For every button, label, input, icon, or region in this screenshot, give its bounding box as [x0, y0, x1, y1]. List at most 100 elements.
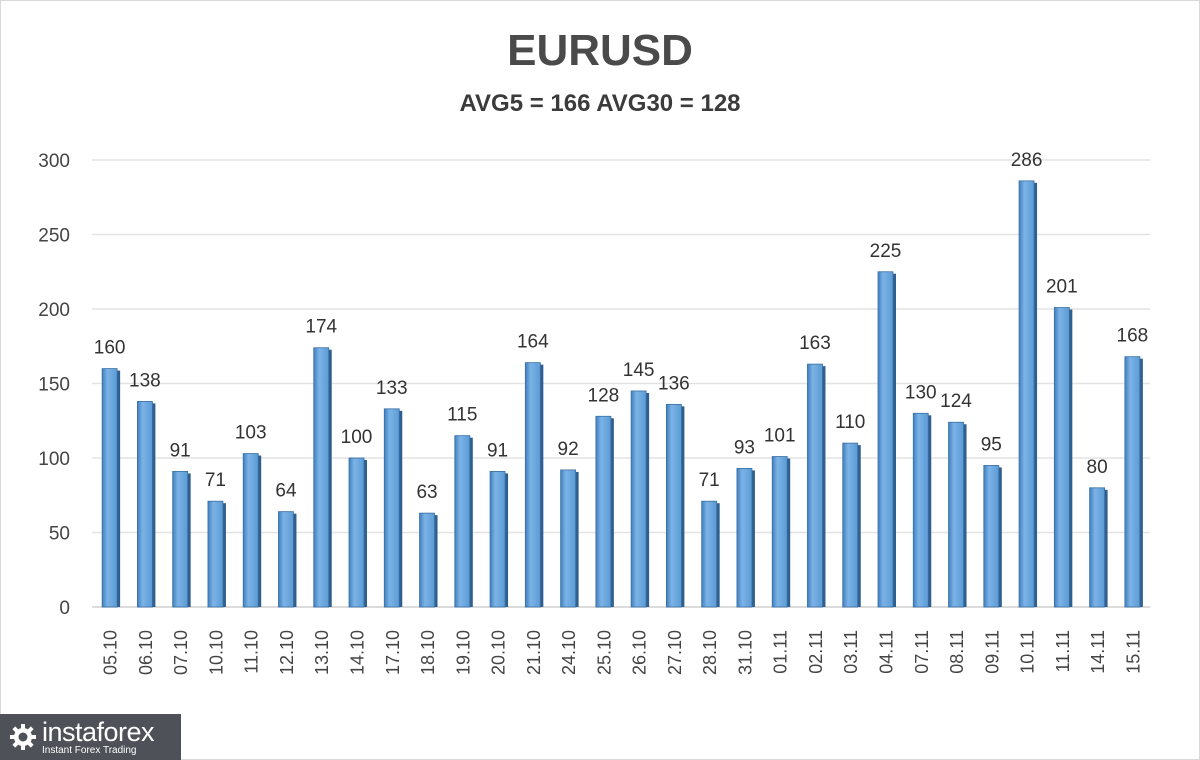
- data-labels: 1601389171103641741001336311591164921281…: [94, 150, 1148, 503]
- data-label: 130: [905, 382, 937, 403]
- x-tick-label: 26.10: [630, 630, 650, 675]
- bar-shadow: [575, 471, 579, 607]
- bar-shadow: [293, 513, 297, 607]
- x-tick-label: 04.11: [877, 630, 897, 674]
- bar: [207, 500, 224, 608]
- data-label: 160: [94, 338, 126, 359]
- y-tick-label: 250: [38, 226, 70, 247]
- bar: [912, 412, 929, 608]
- bar-shadow: [751, 470, 755, 607]
- y-tick-label: 200: [38, 300, 70, 321]
- bar-shadow: [1104, 489, 1108, 607]
- chart-subtitle: AVG5 = 166 AVG30 = 128: [459, 90, 741, 117]
- data-label: 100: [341, 427, 373, 448]
- x-tick-label: 03.11: [841, 630, 861, 674]
- bar: [630, 390, 647, 608]
- x-tick-label: 15.11: [1123, 630, 1143, 674]
- y-tick-label: 0: [59, 598, 70, 619]
- data-label: 71: [699, 470, 720, 491]
- bar-shadow: [716, 503, 720, 607]
- bar: [1053, 307, 1070, 608]
- y-tick-label: 300: [38, 151, 70, 172]
- data-label: 95: [981, 434, 1002, 455]
- data-label: 145: [623, 360, 655, 381]
- data-label: 168: [1117, 326, 1149, 347]
- bar: [313, 347, 330, 608]
- bar: [136, 400, 153, 608]
- bar: [1124, 356, 1141, 608]
- bar-shadow: [258, 455, 262, 607]
- watermark-tagline: Instant Forex Trading: [42, 744, 137, 756]
- bar: [278, 511, 294, 608]
- bar: [983, 465, 1000, 608]
- data-label: 110: [835, 412, 865, 433]
- data-label: 163: [799, 333, 831, 354]
- bar-shadow: [328, 349, 332, 607]
- bar: [560, 469, 576, 608]
- data-label: 92: [558, 439, 579, 460]
- bar-shadow: [610, 418, 614, 607]
- bar: [842, 442, 859, 608]
- x-tick-label: 27.10: [665, 630, 685, 675]
- data-label: 174: [305, 317, 337, 338]
- y-tick-label: 50: [49, 524, 70, 545]
- x-tick-label: 05.10: [101, 630, 121, 675]
- bar: [101, 368, 118, 608]
- x-tick-label: 08.11: [947, 630, 967, 674]
- data-label: 136: [658, 373, 690, 394]
- x-tick-label: 24.10: [559, 630, 579, 675]
- x-tick-label: 01.11: [771, 630, 791, 674]
- x-tick-label: 11.11: [1053, 630, 1073, 672]
- x-tick-label: 28.10: [700, 630, 720, 675]
- x-tick-label: 07.10: [171, 630, 191, 675]
- x-tick-label: 06.10: [136, 630, 156, 675]
- bar: [172, 471, 189, 608]
- x-tick-label: 21.10: [524, 630, 544, 675]
- bar-shadow: [117, 370, 121, 607]
- bar: [701, 500, 718, 608]
- data-label: 63: [416, 482, 437, 503]
- data-label: 101: [764, 426, 796, 447]
- bar: [948, 421, 964, 608]
- data-label: 91: [170, 440, 191, 461]
- bar: [1018, 180, 1035, 608]
- bar: [771, 456, 788, 608]
- x-tick-label: 18.10: [418, 630, 438, 675]
- bar-shadow: [822, 366, 826, 607]
- bar-shadow: [928, 415, 932, 607]
- bar-shadow: [399, 410, 403, 607]
- bar-shadow: [963, 424, 967, 607]
- y-axis-ticks: 0 50 100 150 200 250 300: [38, 151, 70, 619]
- bar-shadow: [222, 503, 226, 607]
- data-label: 225: [870, 241, 902, 262]
- watermark-brand: instaforex: [42, 716, 155, 747]
- data-label: 138: [129, 370, 161, 391]
- bar-shadow: [469, 437, 473, 607]
- bar-shadow: [893, 273, 896, 607]
- bar-shadow: [540, 364, 544, 607]
- x-tick-label: 19.10: [453, 630, 473, 675]
- bar-shadow: [152, 403, 156, 607]
- x-axis-ticks: 05.10 06.10 07.10 10.10 11.10 12.10 13.10 14.10…: [101, 630, 1144, 675]
- x-tick-label: 02.11: [806, 630, 826, 674]
- bar-shadow: [434, 515, 438, 607]
- x-tick-label: 13.10: [312, 630, 332, 675]
- x-tick-label: 14.10: [348, 630, 368, 675]
- data-label: 124: [940, 391, 972, 412]
- data-label: 71: [205, 470, 226, 491]
- x-tick-label: 14.11: [1088, 630, 1108, 674]
- bar: [666, 403, 682, 608]
- x-tick-label: 11.10: [242, 630, 262, 674]
- bar-shadow: [646, 392, 650, 607]
- data-label: 128: [588, 385, 620, 406]
- data-label: 64: [275, 481, 297, 502]
- data-label: 133: [376, 378, 408, 399]
- data-label: 80: [1087, 457, 1108, 478]
- x-tick-label: 25.10: [594, 630, 614, 675]
- bar-shadow: [187, 473, 191, 607]
- bar-shadow: [1034, 182, 1038, 608]
- data-label: 286: [1011, 150, 1043, 171]
- bar: [419, 512, 435, 608]
- bar: [383, 408, 400, 608]
- bar: [595, 415, 612, 608]
